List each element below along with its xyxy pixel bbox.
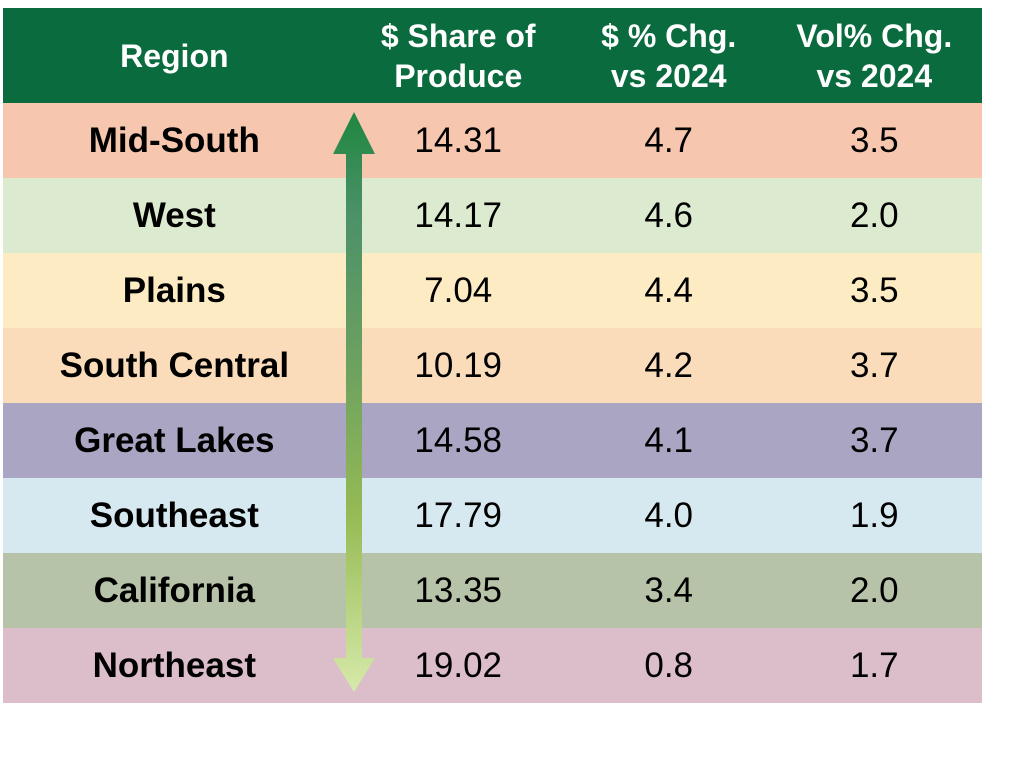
dollar-pct-chg-value: 4.4: [644, 270, 694, 310]
dollar-pct-chg-value: 4.7: [644, 120, 694, 160]
vol-pct-chg-value: 3.5: [849, 120, 899, 160]
region-name: Great Lakes: [74, 420, 275, 460]
vol-pct-chg-value: 3.7: [849, 345, 899, 385]
column-header-share-of-produce: $ Share of Produce: [346, 8, 571, 103]
column-header-label-line1: Vol% Chg.: [796, 17, 953, 54]
column-header-label-line2: vs 2024: [816, 57, 933, 94]
table-row-california: California 13.35 3.4 2.0: [3, 553, 982, 628]
dollar-pct-chg-value: 3.4: [644, 570, 694, 610]
vol-pct-chg-value: 3.5: [849, 270, 899, 310]
region-produce-table: Region $ Share of Produce $ % Chg. vs 20…: [3, 8, 982, 703]
table-row-west: West 14.17 4.6 2.0: [3, 178, 982, 253]
column-header-label-line1: $ % Chg.: [601, 17, 737, 54]
share-of-produce-value: 14.17: [414, 195, 503, 235]
share-of-produce-value: 14.58: [414, 420, 503, 460]
region-name: West: [132, 195, 216, 235]
share-of-produce-value: 17.79: [414, 495, 503, 535]
table-row-great-lakes: Great Lakes 14.58 4.1 3.7: [3, 403, 982, 478]
share-of-produce-value: 19.02: [414, 645, 503, 685]
dollar-pct-chg-value: 4.1: [644, 420, 694, 460]
share-of-produce-value: 14.31: [414, 120, 503, 160]
share-of-produce-value: 13.35: [414, 570, 503, 610]
vol-pct-chg-value: 3.7: [849, 420, 899, 460]
vol-pct-chg-value: 1.9: [849, 495, 899, 535]
table-row-southeast: Southeast 17.79 4.0 1.9: [3, 478, 982, 553]
dollar-pct-chg-value: 4.0: [644, 495, 694, 535]
region-name: South Central: [59, 345, 290, 385]
table-row-south-central: South Central 10.19 4.2 3.7: [3, 328, 982, 403]
share-of-produce-value: 7.04: [424, 270, 493, 310]
table-header-row: Region $ Share of Produce $ % Chg. vs 20…: [3, 8, 982, 103]
share-of-produce-value: 10.19: [414, 345, 503, 385]
column-header-region: Region: [3, 8, 346, 103]
column-header-label-line1: $ Share of: [380, 17, 536, 54]
sort-descending-double-arrow-icon: [333, 112, 375, 692]
region-name: Northeast: [92, 645, 256, 685]
region-name: Southeast: [89, 495, 259, 535]
vol-pct-chg-value: 2.0: [849, 570, 899, 610]
column-header-label-line2: vs 2024: [610, 57, 727, 94]
region-name: Mid-South: [88, 120, 260, 160]
table-row-plains: Plains 7.04 4.4 3.5: [3, 253, 982, 328]
dollar-pct-chg-value: 4.2: [644, 345, 694, 385]
column-header-label-line2: Produce: [394, 57, 523, 94]
column-header-vol-pct-chg: Vol% Chg. vs 2024: [767, 8, 982, 103]
region-name: Plains: [122, 270, 226, 310]
table-row-mid-south: Mid-South 14.31 4.7 3.5: [3, 103, 982, 178]
dollar-pct-chg-value: 0.8: [644, 645, 694, 685]
vol-pct-chg-value: 2.0: [849, 195, 899, 235]
vol-pct-chg-value: 1.7: [849, 645, 899, 685]
region-name: California: [93, 570, 256, 610]
table-row-northeast: Northeast 19.02 0.8 1.7: [3, 628, 982, 703]
dollar-pct-chg-value: 4.6: [644, 195, 694, 235]
double-arrow-shape: [333, 112, 375, 692]
column-header-label: Region: [120, 37, 229, 74]
column-header-dollar-pct-chg: $ % Chg. vs 2024: [571, 8, 767, 103]
